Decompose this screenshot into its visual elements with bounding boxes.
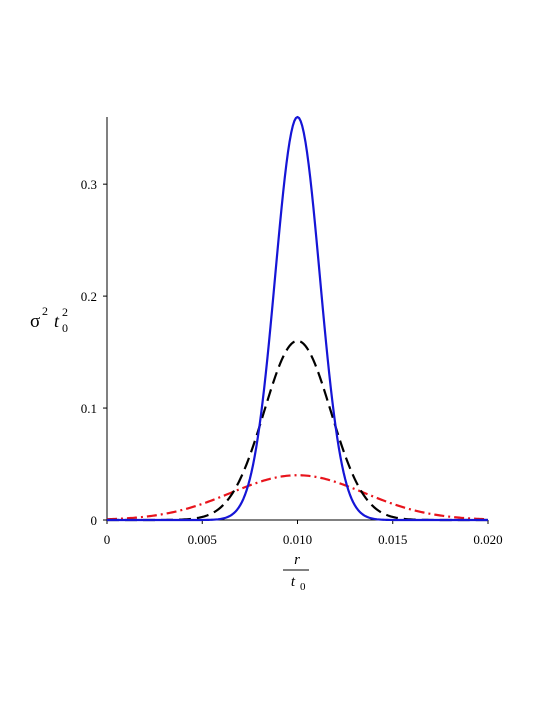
y-tick-label: 0.2 bbox=[81, 289, 97, 304]
y-label-t-sup: 2 bbox=[62, 305, 68, 319]
x-tick-label: 0 bbox=[104, 532, 111, 547]
y-tick-label: 0.1 bbox=[81, 401, 97, 416]
y-label-sigma: σ bbox=[30, 311, 40, 332]
y-label-t: t bbox=[54, 311, 60, 331]
x-tick-label: 0.020 bbox=[473, 532, 502, 547]
y-ticks: 0 0.1 0.2 0.3 bbox=[81, 177, 107, 528]
x-label-denominator: t bbox=[291, 574, 296, 590]
series-layer bbox=[106, 115, 489, 522]
x-tick-label: 0.010 bbox=[283, 532, 312, 547]
y-tick-label: 0.3 bbox=[81, 177, 97, 192]
series-line-dashed bbox=[107, 339, 488, 522]
x-axis-label: r t 0 bbox=[283, 552, 309, 593]
y-axis: 0 0.1 0.2 0.3 bbox=[81, 117, 108, 528]
y-axis-label: σ 2 t 2 0 bbox=[30, 304, 68, 335]
y-tick-label: 0 bbox=[91, 513, 98, 528]
x-label-denominator-sub: 0 bbox=[300, 581, 306, 593]
x-ticks: 0 0.005 0.010 0.015 0.020 bbox=[104, 520, 503, 547]
x-label-numerator: r bbox=[294, 552, 300, 568]
series-line-dash-dot bbox=[106, 474, 489, 521]
y-label-sigma-sup: 2 bbox=[42, 304, 48, 318]
x-tick-label: 0.015 bbox=[378, 532, 407, 547]
y-label-t-sub: 0 bbox=[62, 321, 68, 335]
series-line-solid bbox=[107, 115, 488, 522]
x-tick-label: 0.005 bbox=[188, 532, 217, 547]
x-axis: 0 0.005 0.010 0.015 0.020 bbox=[104, 519, 503, 547]
